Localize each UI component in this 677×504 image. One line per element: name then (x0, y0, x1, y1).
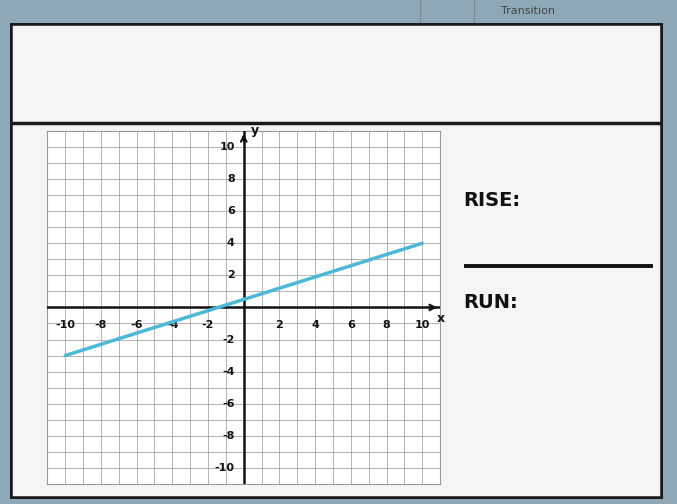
Text: 8: 8 (227, 174, 235, 184)
Text: -2: -2 (202, 320, 214, 330)
Text: COUNTING RISE OVER RUN: COUNTING RISE OVER RUN (45, 44, 629, 82)
Text: 10: 10 (219, 142, 235, 152)
FancyBboxPatch shape (10, 23, 663, 499)
Text: -10: -10 (215, 463, 235, 473)
Text: 6: 6 (227, 206, 235, 216)
Text: Transition: Transition (501, 7, 555, 16)
Text: 6: 6 (347, 320, 355, 330)
Text: -2: -2 (223, 335, 235, 345)
Text: -4: -4 (166, 320, 179, 330)
Text: -8: -8 (223, 431, 235, 440)
Text: 4: 4 (227, 238, 235, 248)
Text: -10: -10 (56, 320, 75, 330)
Text: 8: 8 (383, 320, 391, 330)
Text: y: y (251, 124, 259, 137)
Text: RUN:: RUN: (464, 293, 519, 312)
Text: 2: 2 (276, 320, 283, 330)
Text: -6: -6 (131, 320, 143, 330)
Text: 2: 2 (227, 270, 235, 280)
Text: 4: 4 (311, 320, 319, 330)
Text: RISE:: RISE: (464, 191, 521, 210)
Text: -6: -6 (222, 399, 235, 409)
Text: 10: 10 (414, 320, 430, 330)
Text: To determine the slope of the line, count and record the rise over run!: To determine the slope of the line, coun… (69, 96, 605, 111)
Text: x: x (437, 312, 445, 325)
Text: -8: -8 (95, 320, 107, 330)
Text: -4: -4 (222, 366, 235, 376)
